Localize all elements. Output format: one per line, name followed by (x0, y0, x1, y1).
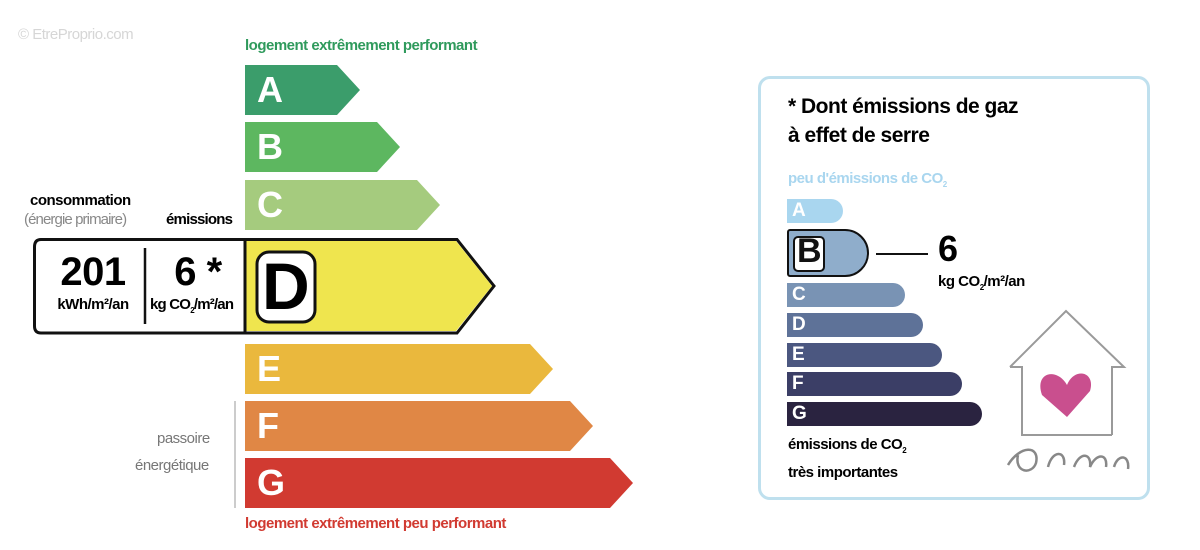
passoire-label-1: passoire (157, 430, 210, 447)
current-class-letter: D (262, 249, 310, 323)
passoire-label-2: énergétique (135, 457, 209, 474)
energy-class-g: G (245, 458, 633, 508)
energy-class-a: A (245, 65, 360, 115)
ges-unit: kg CO2/m²/an (938, 273, 1025, 292)
current-energy-class-d: D 201 kWh/m²/an 6 * kg CO2/m²/an (33, 238, 496, 335)
energy-class-f: F (245, 401, 593, 451)
consumption-label: consommation (30, 192, 131, 209)
ges-class-e: E (787, 343, 942, 367)
ges-current-class-b: B (787, 229, 869, 277)
energy-class-e: E (245, 344, 553, 394)
ges-title-2: à effet de serre (788, 124, 930, 147)
ges-top-caption: peu d'émissions de CO2 (788, 170, 947, 189)
emissions-label: émissions (166, 211, 233, 228)
emissions-unit: kg CO2/m²/an (150, 296, 234, 315)
ges-title-1: * Dont émissions de gaz (788, 95, 1019, 118)
top-caption: logement extrêmement performant (245, 37, 478, 54)
consumption-unit: kWh/m²/an (57, 296, 129, 313)
passoire-divider (234, 401, 236, 508)
watermark: © EtreProprio.com (18, 26, 134, 43)
ges-class-a: A (787, 199, 843, 223)
ges-bottom-caption-2: très importantes (788, 464, 898, 481)
ges-class-f: F (787, 372, 962, 396)
ges-panel (758, 76, 1150, 500)
energy-class-b: B (245, 122, 400, 172)
ges-class-c: C (787, 283, 905, 307)
bottom-caption: logement extrêmement peu performant (245, 515, 506, 532)
agency-logo (1006, 309, 1130, 472)
ges-value: 6 (938, 228, 958, 269)
ges-class-d: D (787, 313, 923, 337)
ges-bottom-caption-1: émissions de CO2 (788, 436, 907, 455)
emissions-value: 6 * (174, 250, 222, 294)
ges-pointer-line (876, 253, 928, 255)
energy-class-c: C (245, 180, 440, 230)
ges-class-g: G (787, 402, 982, 426)
consumption-value: 201 (60, 250, 126, 294)
consumption-sublabel: (énergie primaire) (24, 211, 127, 228)
